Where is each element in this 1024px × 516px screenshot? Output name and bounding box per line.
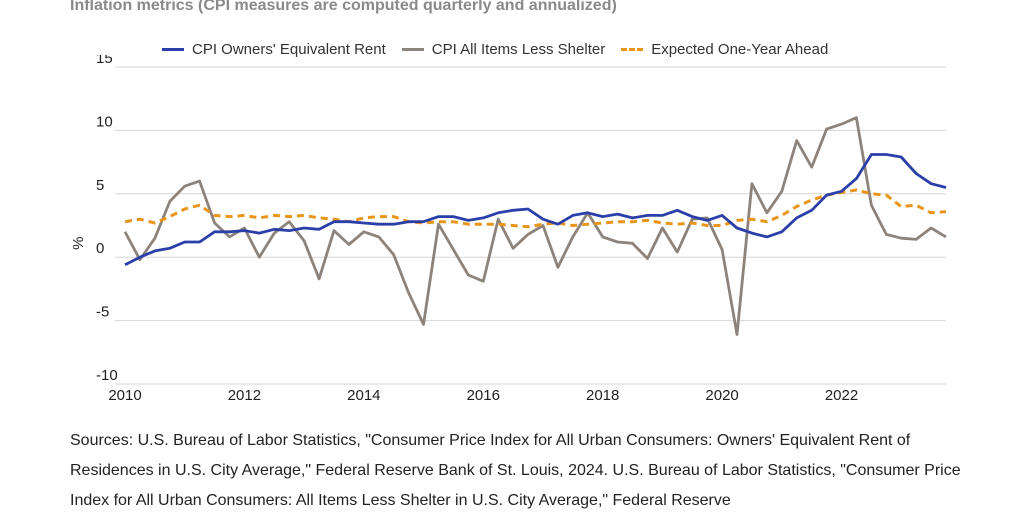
legend-item-less-shelter: CPI All Items Less Shelter [401,40,606,58]
legend-item-oer: CPI Owners' Equivalent Rent [162,41,386,58]
y-tick-labels: -10 -5 0 5 10 15 [96,55,118,384]
legend-swatch-oer [162,47,184,51]
legend-label-expected: Expected One-Year Ahead [651,40,829,58]
x-tick-label: 2014 [347,387,380,404]
y-tick-label: 5 [96,177,104,194]
y-axis-label: % [70,237,87,250]
legend-item-expected: Expected One-Year Ahead [621,41,828,58]
y-tick-label: -10 [96,367,118,384]
x-tick-label: 2022 [825,387,858,404]
series-line-1 [123,116,947,336]
x-tick-label: 2016 [467,387,500,404]
x-tick-labels: 2010 2012 2014 2016 2018 2020 2022 [108,387,858,404]
grid-lines [115,66,946,385]
chart-title: Inflation metrics (CPI measures are comp… [70,0,617,14]
legend-label-less-shelter: CPI All Items Less Shelter [431,40,606,58]
series-line-2 [124,188,947,229]
legend-swatch-less-shelter [401,47,424,51]
y-tick-label: 15 [96,55,113,67]
series-lines [123,116,947,336]
y-tick-label: -5 [96,304,109,321]
x-tick-label: 2012 [228,387,261,404]
series-line-0 [124,153,947,267]
legend-swatch-expected [621,47,644,51]
legend-label-oer: CPI Owners' Equivalent Rent [192,40,386,58]
y-tick-label: 10 [96,113,113,130]
legend: CPI Owners' Equivalent Rent CPI All Item… [162,40,844,58]
y-tick-label: 0 [96,240,104,257]
x-tick-label: 2020 [705,387,738,404]
x-tick-label: 2010 [108,387,141,404]
line-chart: -10 -5 0 5 10 15 2010 2012 2014 2016 2018 2020 2022… [70,55,947,404]
sources-note: Sources: U.S. Bureau of Labor Statistics… [70,432,961,509]
x-tick-label: 2018 [586,387,619,404]
